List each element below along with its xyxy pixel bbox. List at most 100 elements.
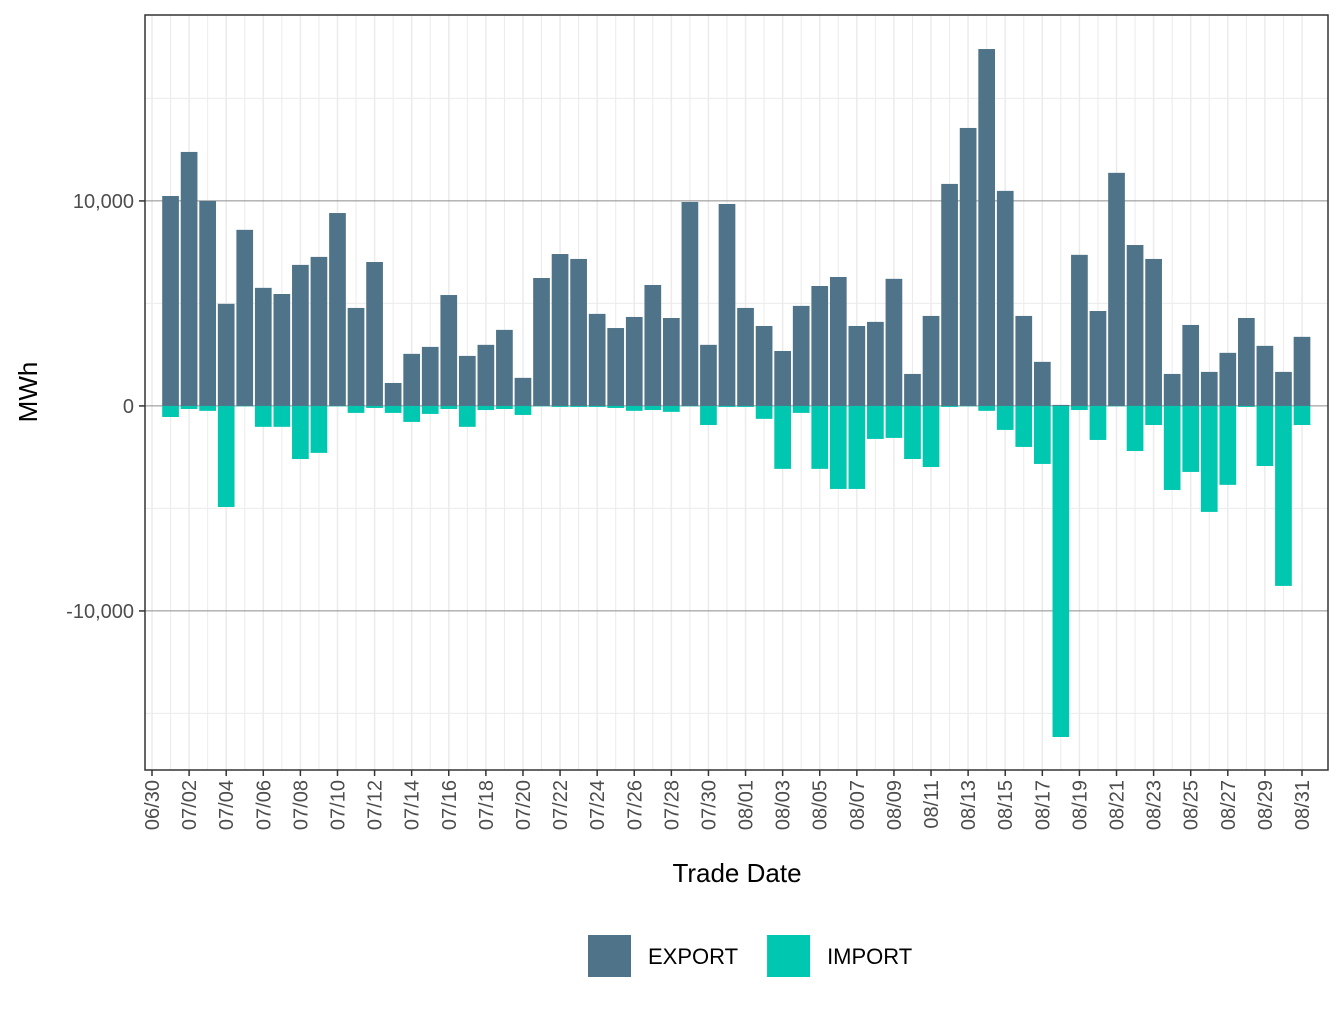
bar <box>811 286 828 406</box>
bar <box>459 406 476 427</box>
bar <box>366 406 383 408</box>
x-tick-label: 08/07 <box>847 780 869 830</box>
bar <box>923 316 940 406</box>
bar <box>255 406 272 427</box>
x-tick-label: 07/22 <box>550 780 572 830</box>
x-tick-label: 08/03 <box>773 780 795 830</box>
bar <box>867 322 884 406</box>
bar <box>848 326 865 406</box>
x-tick-label: 07/26 <box>624 780 646 830</box>
bar <box>1257 406 1274 466</box>
bar <box>700 345 717 406</box>
bar <box>756 406 773 419</box>
bar <box>886 279 903 406</box>
x-tick-label: 08/09 <box>884 780 906 830</box>
bar <box>533 278 550 406</box>
bar <box>1294 337 1311 406</box>
x-tick-label: 08/15 <box>995 780 1017 830</box>
bar <box>978 49 995 406</box>
bar <box>1090 311 1107 406</box>
bar <box>440 295 457 406</box>
x-tick-label: 08/19 <box>1069 780 1091 830</box>
bar <box>1182 325 1199 406</box>
bar <box>440 406 457 409</box>
bar <box>348 406 365 413</box>
bar <box>1201 372 1218 406</box>
bar <box>292 265 309 406</box>
bar <box>682 202 699 406</box>
x-tick-label: 07/06 <box>253 780 275 830</box>
bar <box>1238 318 1255 406</box>
bar <box>644 285 661 406</box>
bar <box>589 314 606 406</box>
bar <box>218 406 235 507</box>
bar <box>570 259 587 406</box>
bar <box>830 406 847 489</box>
bar <box>1201 406 1218 512</box>
x-tick-label: 07/04 <box>216 780 238 830</box>
bar <box>886 406 903 438</box>
bar <box>589 406 606 407</box>
bar <box>1145 406 1162 425</box>
x-axis-title: Trade Date <box>672 858 801 888</box>
bar <box>848 406 865 489</box>
x-tick-label: 07/18 <box>476 780 498 830</box>
bar <box>1219 353 1236 406</box>
x-tick-label: 07/02 <box>179 780 201 830</box>
bar <box>904 406 921 459</box>
bar <box>663 318 680 406</box>
bar <box>793 306 810 406</box>
bar <box>478 345 495 406</box>
bar <box>941 184 958 406</box>
bar <box>793 406 810 413</box>
bar <box>403 406 420 422</box>
bar <box>1275 406 1292 586</box>
bar <box>273 294 290 406</box>
bar <box>1257 346 1274 406</box>
bar <box>199 201 216 406</box>
bar <box>941 406 958 407</box>
bar <box>478 406 495 410</box>
bar <box>997 406 1014 430</box>
bar <box>830 277 847 406</box>
bar <box>774 406 791 469</box>
y-tick-label: 0 <box>123 396 134 418</box>
bar <box>403 354 420 406</box>
x-tick-label: 08/23 <box>1144 780 1166 830</box>
bar <box>1127 406 1144 451</box>
bar <box>311 406 328 453</box>
bar <box>719 204 736 406</box>
bar <box>366 262 383 406</box>
bar <box>385 383 402 406</box>
bar <box>700 406 717 425</box>
bar <box>756 326 773 406</box>
bar <box>811 406 828 469</box>
bar <box>385 406 402 413</box>
bar <box>1164 374 1181 406</box>
x-tick-label: 08/29 <box>1255 780 1277 830</box>
legend-label: EXPORT <box>648 944 738 969</box>
bar <box>1090 406 1107 440</box>
bar <box>255 288 272 406</box>
bar <box>923 406 940 467</box>
x-tick-label: 08/05 <box>810 780 832 830</box>
bar <box>719 406 736 407</box>
legend-key <box>588 935 631 977</box>
x-tick-label: 07/20 <box>513 780 535 830</box>
x-tick-label: 07/08 <box>290 780 312 830</box>
bar <box>978 406 995 411</box>
bar <box>1071 255 1088 406</box>
x-tick-label: 08/27 <box>1218 780 1240 830</box>
bar <box>1164 406 1181 490</box>
x-tick-label: 08/31 <box>1292 780 1314 830</box>
bar <box>311 257 328 406</box>
x-tick-label: 07/28 <box>661 780 683 830</box>
bar <box>496 330 513 406</box>
bar <box>1294 406 1311 425</box>
bar <box>1071 406 1088 410</box>
bar <box>515 378 532 406</box>
bar <box>236 230 253 406</box>
bar <box>199 406 216 411</box>
bar <box>1275 372 1292 406</box>
bar <box>422 406 439 414</box>
